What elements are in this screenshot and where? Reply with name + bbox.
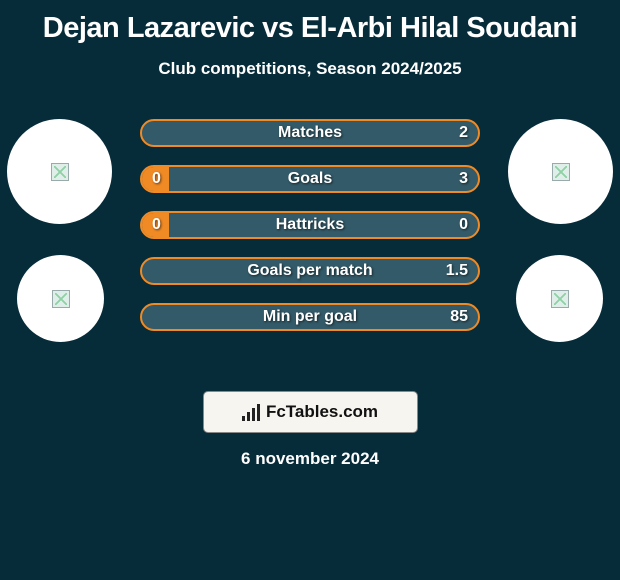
placeholder-image-icon: [551, 290, 569, 308]
stat-label: Hattricks: [142, 213, 478, 237]
stat-label: Goals per match: [142, 259, 478, 283]
stat-row: 0Hattricks0: [140, 211, 480, 239]
player2-club-avatar: [516, 255, 603, 342]
stat-right-value: 2: [459, 121, 468, 145]
comparison-panel: Matches20Goals30Hattricks0Goals per matc…: [0, 119, 620, 379]
placeholder-image-icon: [51, 163, 69, 181]
placeholder-image-icon: [52, 290, 70, 308]
player1-club-avatar: [17, 255, 104, 342]
stat-row: Goals per match1.5: [140, 257, 480, 285]
bar-chart-icon: [242, 403, 260, 421]
subtitle: Club competitions, Season 2024/2025: [0, 59, 620, 79]
stat-row: 0Goals3: [140, 165, 480, 193]
player2-avatar: [508, 119, 613, 224]
stat-label: Matches: [142, 121, 478, 145]
stat-right-value: 85: [450, 305, 468, 329]
stat-label: Goals: [142, 167, 478, 191]
stat-row: Min per goal85: [140, 303, 480, 331]
page-title: Dejan Lazarevic vs El-Arbi Hilal Soudani: [0, 0, 620, 45]
stat-label: Min per goal: [142, 305, 478, 329]
placeholder-image-icon: [552, 163, 570, 181]
stat-right-value: 3: [459, 167, 468, 191]
stat-bars: Matches20Goals30Hattricks0Goals per matc…: [140, 119, 480, 349]
date-label: 6 november 2024: [0, 449, 620, 469]
player1-avatar: [7, 119, 112, 224]
stat-right-value: 0: [459, 213, 468, 237]
brand-text: FcTables.com: [266, 402, 378, 422]
brand-badge: FcTables.com: [203, 391, 418, 433]
stat-row: Matches2: [140, 119, 480, 147]
stat-right-value: 1.5: [446, 259, 468, 283]
